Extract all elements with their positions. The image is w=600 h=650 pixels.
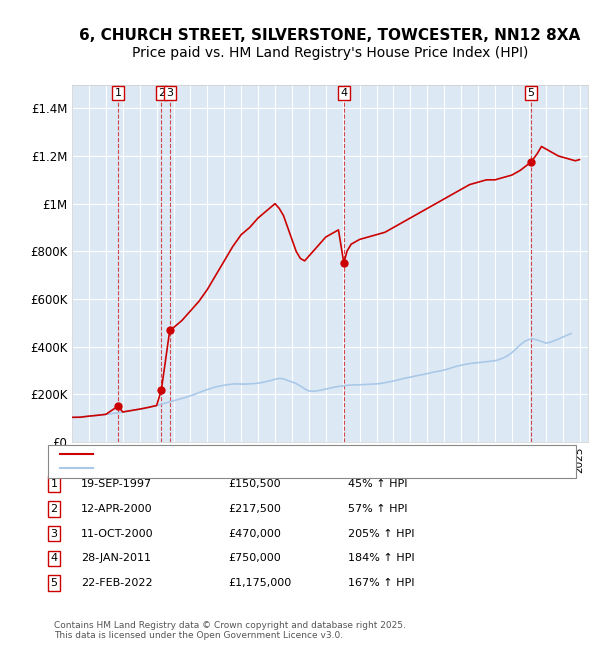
Text: 5: 5	[50, 578, 58, 588]
Text: Price paid vs. HM Land Registry's House Price Index (HPI): Price paid vs. HM Land Registry's House …	[132, 46, 528, 60]
Text: Contains HM Land Registry data © Crown copyright and database right 2025.
This d: Contains HM Land Registry data © Crown c…	[54, 621, 406, 640]
Text: 57% ↑ HPI: 57% ↑ HPI	[348, 504, 407, 514]
Text: 28-JAN-2011: 28-JAN-2011	[81, 553, 151, 564]
Text: 167% ↑ HPI: 167% ↑ HPI	[348, 578, 415, 588]
Text: 19-SEP-1997: 19-SEP-1997	[81, 479, 152, 489]
Text: 6, CHURCH STREET, SILVERSTONE, TOWCESTER, NN12 8XA (detached house): 6, CHURCH STREET, SILVERSTONE, TOWCESTER…	[96, 448, 499, 459]
Text: 6, CHURCH STREET, SILVERSTONE, TOWCESTER, NN12 8XA: 6, CHURCH STREET, SILVERSTONE, TOWCESTER…	[79, 28, 581, 44]
Text: 22-FEB-2022: 22-FEB-2022	[81, 578, 152, 588]
Text: £217,500: £217,500	[228, 504, 281, 514]
Text: HPI: Average price, detached house, West Northamptonshire: HPI: Average price, detached house, West…	[96, 463, 413, 473]
Text: 11-OCT-2000: 11-OCT-2000	[81, 528, 154, 539]
Text: 3: 3	[50, 528, 58, 539]
Text: 184% ↑ HPI: 184% ↑ HPI	[348, 553, 415, 564]
Text: 1: 1	[50, 479, 58, 489]
Text: 2: 2	[158, 88, 165, 98]
Text: 4: 4	[340, 88, 347, 98]
Text: £470,000: £470,000	[228, 528, 281, 539]
Text: 1: 1	[115, 88, 122, 98]
Text: £750,000: £750,000	[228, 553, 281, 564]
Text: £150,500: £150,500	[228, 479, 281, 489]
Text: 3: 3	[166, 88, 173, 98]
Text: £1,175,000: £1,175,000	[228, 578, 291, 588]
Text: 5: 5	[527, 88, 535, 98]
Text: 45% ↑ HPI: 45% ↑ HPI	[348, 479, 407, 489]
Text: 2: 2	[50, 504, 58, 514]
Text: 205% ↑ HPI: 205% ↑ HPI	[348, 528, 415, 539]
Text: 12-APR-2000: 12-APR-2000	[81, 504, 152, 514]
Text: 4: 4	[50, 553, 58, 564]
